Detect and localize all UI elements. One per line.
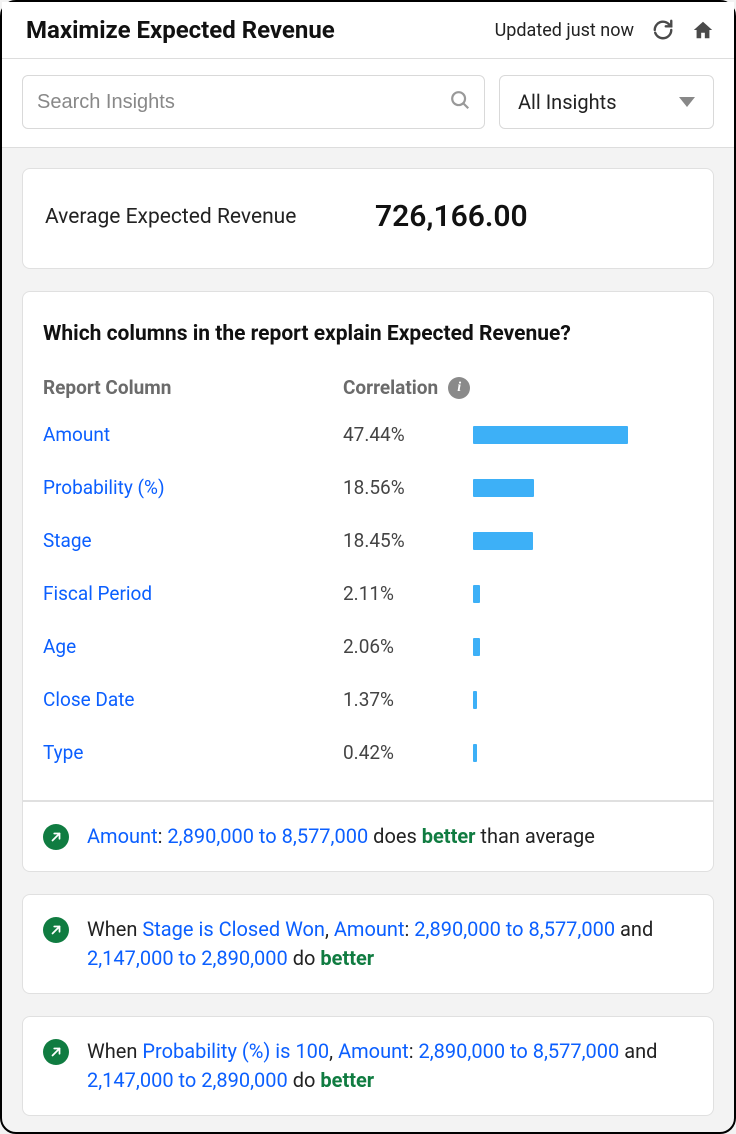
correlation-bar: [473, 744, 477, 762]
correlation-bar: [473, 479, 534, 497]
insight-text-part: When: [87, 1039, 142, 1063]
insight-card[interactable]: Amount: 2,890,000 to 8,577,000 does bett…: [22, 801, 714, 872]
correlation-bar-wrap: [473, 638, 693, 656]
correlation-row-pct: 1.37%: [343, 688, 473, 711]
insight-link[interactable]: 2,147,000 to 2,890,000: [87, 1068, 288, 1092]
filter-dropdown[interactable]: All Insights: [499, 75, 714, 129]
col-header-corr: Correlation i: [343, 376, 473, 399]
home-icon[interactable]: [692, 19, 714, 41]
correlation-card: Which columns in the report explain Expe…: [22, 291, 714, 801]
correlation-bar: [473, 426, 628, 444]
correlation-bar: [473, 638, 480, 656]
kpi-value: 726,166.00: [375, 199, 528, 234]
correlation-row-name[interactable]: Amount: [43, 423, 343, 446]
insight-text-part: and: [615, 917, 653, 941]
correlation-row-pct: 0.42%: [343, 741, 473, 764]
search-wrap: [22, 75, 485, 129]
insight-link[interactable]: 2,890,000 to 8,577,000: [419, 1039, 620, 1063]
trend-up-icon: [43, 1039, 69, 1065]
insight-text-part: than average: [475, 824, 594, 848]
correlation-row-pct: 2.11%: [343, 582, 473, 605]
correlation-bar-wrap: [473, 691, 693, 709]
search-input[interactable]: [22, 75, 485, 129]
trend-up-icon: [43, 917, 69, 943]
insight-link[interactable]: Amount: [87, 824, 158, 848]
correlation-bar-wrap: [473, 585, 693, 603]
correlation-row-pct: 18.45%: [343, 529, 473, 552]
insight-link[interactable]: Stage is Closed Won: [142, 917, 325, 941]
correlation-row-pct: 18.56%: [343, 476, 473, 499]
insight-text-part: do: [288, 1068, 321, 1092]
correlation-row: Close Date1.37%: [43, 688, 693, 711]
insight-emphasis: better: [422, 824, 476, 848]
correlation-row-pct: 2.06%: [343, 635, 473, 658]
correlation-row-pct: 47.44%: [343, 423, 473, 446]
insight-link[interactable]: 2,147,000 to 2,890,000: [87, 946, 288, 970]
updated-label: Updated just now: [495, 20, 634, 41]
correlation-bar: [473, 532, 533, 550]
insight-card[interactable]: When Stage is Closed Won, Amount: 2,890,…: [22, 894, 714, 994]
insight-text-part: does: [368, 824, 422, 848]
correlation-bar-wrap: [473, 426, 693, 444]
correlation-row-name[interactable]: Probability (%): [43, 476, 343, 499]
correlation-row-name[interactable]: Fiscal Period: [43, 582, 343, 605]
col-header-corr-label: Correlation: [343, 376, 438, 399]
col-header-name: Report Column: [43, 376, 343, 399]
insight-text-part: :: [409, 1039, 419, 1063]
correlation-header: Report Column Correlation i: [43, 376, 693, 399]
correlation-row: Age2.06%: [43, 635, 693, 658]
insight-text-part: :: [158, 824, 168, 848]
insight-link[interactable]: Amount: [334, 917, 405, 941]
kpi-label: Average Expected Revenue: [45, 205, 375, 229]
insight-link[interactable]: Probability (%) is 100: [142, 1039, 329, 1063]
insight-text-part: and: [619, 1039, 657, 1063]
correlation-bar: [473, 585, 480, 603]
insight-link[interactable]: 2,890,000 to 8,577,000: [167, 824, 368, 848]
insight-card[interactable]: When Probability (%) is 100, Amount: 2,8…: [22, 1016, 714, 1116]
correlation-row-name[interactable]: Stage: [43, 529, 343, 552]
search-icon: [449, 89, 471, 115]
insight-emphasis: better: [320, 1068, 374, 1092]
info-icon[interactable]: i: [448, 377, 470, 399]
correlation-row: Probability (%)18.56%: [43, 476, 693, 499]
page-title: Maximize Expected Revenue: [26, 16, 335, 44]
insight-text: When Stage is Closed Won, Amount: 2,890,…: [87, 915, 693, 973]
refresh-icon[interactable]: [652, 19, 674, 41]
kpi-card: Average Expected Revenue 726,166.00: [22, 168, 714, 269]
content: Average Expected Revenue 726,166.00 Whic…: [2, 148, 734, 1116]
insight-text: Amount: 2,890,000 to 8,577,000 does bett…: [87, 822, 595, 851]
insight-emphasis: better: [320, 946, 374, 970]
correlation-row: Fiscal Period2.11%: [43, 582, 693, 605]
correlation-bar-wrap: [473, 532, 693, 550]
correlation-bar-wrap: [473, 744, 693, 762]
trend-up-icon: [43, 824, 69, 850]
correlation-row-name[interactable]: Age: [43, 635, 343, 658]
correlation-row-name[interactable]: Type: [43, 741, 343, 764]
insights-list: Amount: 2,890,000 to 8,577,000 does bett…: [22, 801, 714, 1116]
searchbar-row: All Insights: [2, 59, 734, 148]
insight-link[interactable]: Amount: [338, 1039, 409, 1063]
correlation-row: Amount47.44%: [43, 423, 693, 446]
insight-text: When Probability (%) is 100, Amount: 2,8…: [87, 1037, 693, 1095]
insight-text-part: When: [87, 917, 142, 941]
filter-label: All Insights: [518, 90, 617, 114]
insight-link[interactable]: 2,890,000 to 8,577,000: [414, 917, 615, 941]
insight-text-part: :: [404, 917, 414, 941]
correlation-row-name[interactable]: Close Date: [43, 688, 343, 711]
correlation-bar-wrap: [473, 479, 693, 497]
topbar-actions: Updated just now: [495, 19, 714, 41]
insight-text-part: ,: [329, 1039, 338, 1063]
insight-text-part: ,: [325, 917, 334, 941]
correlation-row: Stage18.45%: [43, 529, 693, 552]
insight-text-part: do: [288, 946, 321, 970]
correlation-row: Type0.42%: [43, 741, 693, 764]
topbar: Maximize Expected Revenue Updated just n…: [2, 2, 734, 59]
chevron-down-icon: [679, 97, 695, 107]
correlation-rows: Amount47.44%Probability (%)18.56%Stage18…: [43, 423, 693, 764]
correlation-title: Which columns in the report explain Expe…: [43, 322, 693, 346]
correlation-bar: [473, 691, 477, 709]
